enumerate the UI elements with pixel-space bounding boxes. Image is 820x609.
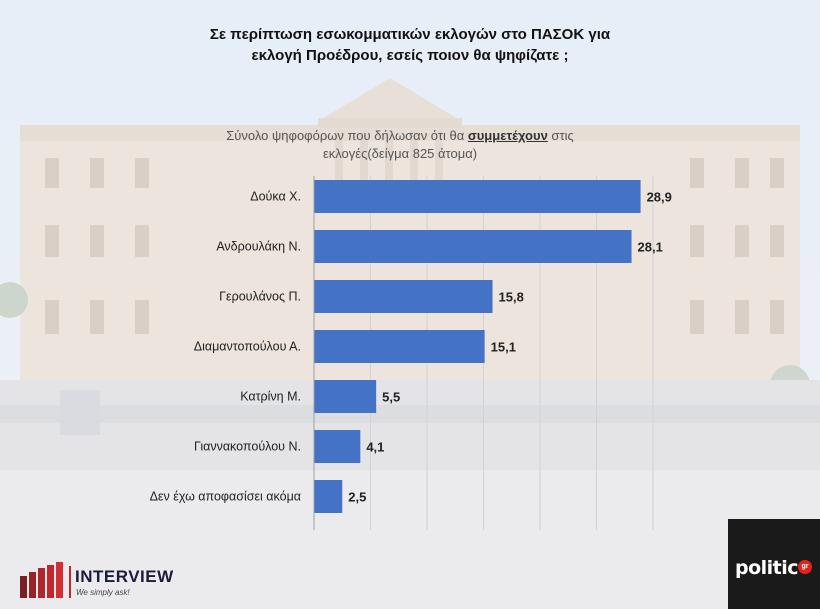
- bar: [314, 180, 641, 213]
- value-label: 28,9: [647, 190, 672, 205]
- chart-subtitle: Σύνολο ψηφοφόρων που δήλωσαν ότι θα συμμ…: [150, 127, 650, 163]
- chart-title-line-2: εκλογή Προέδρου, εσείς ποιον θα ψηφίζατε…: [251, 47, 569, 64]
- interview-logo: INTERVIEW We simply ask!: [18, 562, 208, 602]
- subtitle-post: στις: [547, 128, 574, 143]
- bar: [314, 230, 632, 263]
- value-label: 15,1: [491, 340, 516, 355]
- category-label: Διαμαντοπούλου Α.: [194, 340, 301, 354]
- politic-gr-badge: gr: [798, 560, 812, 574]
- chart-title-line-1: Σε περίπτωση εσωκομματικών εκλογών στο Π…: [209, 26, 611, 43]
- category-label: Γερουλάνος Π.: [219, 290, 301, 304]
- category-label: Δούκα Χ.: [250, 190, 301, 204]
- interview-brand-name: INTERVIEW: [75, 567, 174, 586]
- value-label: 15,8: [499, 290, 524, 305]
- chart-title: Σε περίπτωση εσωκομματικών εκλογών στο Π…: [120, 24, 700, 66]
- category-label: Ανδρουλάκη Ν.: [216, 240, 301, 254]
- bar: [314, 380, 377, 413]
- bar: [314, 480, 343, 513]
- bar: [314, 430, 361, 463]
- subtitle-line-1: Σύνολο ψηφοφόρων που δήλωσαν ότι θα συμμ…: [150, 127, 650, 145]
- politic-logo-word: politic: [735, 557, 799, 579]
- logo-divider: [69, 566, 71, 598]
- subtitle-emphasis: συμμετέχουν: [467, 128, 548, 143]
- category-label: Δεν έχω αποφασίσει ακόμα: [150, 490, 301, 504]
- interview-tagline: We simply ask!: [76, 588, 130, 597]
- politic-logo: politic gr: [728, 519, 820, 609]
- subtitle-pre: Σύνολο ψηφοφόρων που δήλωσαν ότι θα: [226, 128, 468, 143]
- category-label: Κατρίνη Μ.: [240, 390, 301, 404]
- subtitle-line-2: εκλογές(δείγμα 825 άτομα): [322, 146, 478, 161]
- category-label: Γιαννακοπούλου Ν.: [194, 440, 301, 454]
- value-label: 4,1: [366, 440, 384, 455]
- value-label: 5,5: [382, 390, 400, 405]
- value-label: 28,1: [638, 240, 663, 255]
- value-label: 2,5: [348, 490, 366, 505]
- bar: [314, 330, 485, 363]
- bar: [314, 280, 493, 313]
- interview-logo-icon: [20, 562, 63, 598]
